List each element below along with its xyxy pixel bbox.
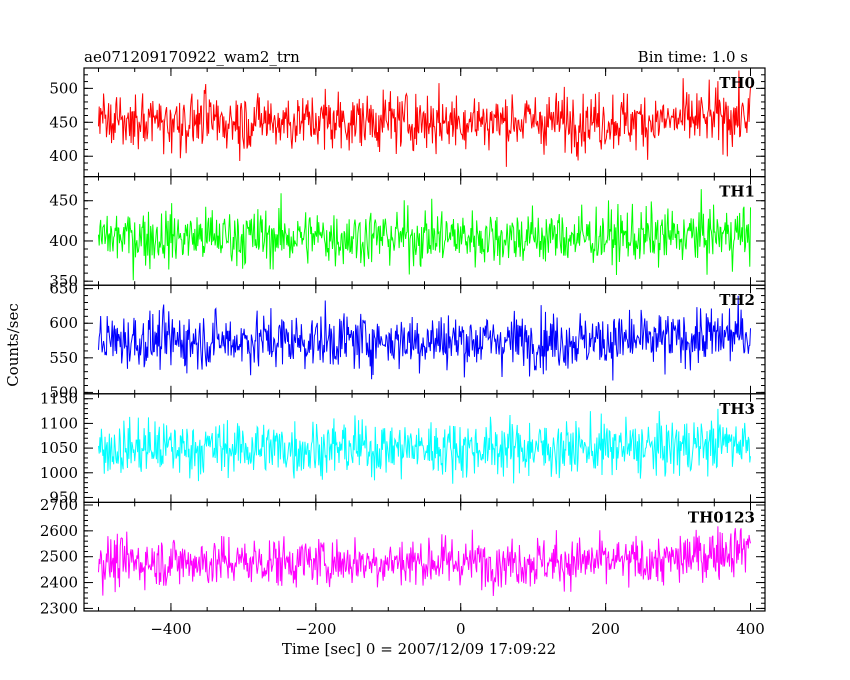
panel-th1: 350 400 450 TH1: [49, 176, 766, 290]
x-tick-label: −400: [150, 620, 191, 638]
y-tick-label: 2600: [40, 522, 78, 540]
y-tick-label: 1050: [40, 439, 78, 457]
y-tick-label: 2400: [40, 574, 78, 592]
y-tick-label: 500: [49, 383, 78, 401]
y-tick-label: 350: [49, 272, 78, 290]
y-tick-label: 500: [49, 79, 78, 97]
y-tick-label: 1100: [40, 414, 78, 432]
panel-th0123: 2300 2400 2500 2600 2700 TH0123: [40, 496, 766, 617]
x-tick-label: 0: [456, 620, 466, 638]
series-line-th3: [97, 408, 752, 484]
panel-label-th1: TH1: [719, 183, 755, 201]
x-tick-label: 400: [736, 620, 765, 638]
panel-label-th2: TH2: [719, 291, 755, 309]
series-line-th1: [97, 189, 752, 281]
y-tick-label: 400: [49, 147, 78, 165]
bin-time-label: Bin time: 1.0 s: [638, 48, 748, 66]
x-axis-label: Time [sec] 0 = 2007/12/09 17:09:22: [282, 640, 556, 658]
y-tick-label: 950: [49, 488, 78, 506]
y-axis-label: Counts/sec: [4, 303, 22, 387]
panels: 400 450 500 TH0 350 400 450 TH1 500 550 600 650 TH2 9…: [40, 67, 766, 617]
y-tick-label: 2300: [40, 599, 78, 617]
chart-title: ae071209170922_wam2_trn: [84, 48, 300, 66]
y-tick-label: 400: [49, 232, 78, 250]
x-tick-label: 200: [591, 620, 620, 638]
panel-th3: 950 1000 1050 1100 1150 TH3: [40, 390, 766, 506]
x-axis: −400 −200 0 200 400: [150, 620, 764, 638]
panel-th2: 500 550 600 650 TH2: [49, 280, 766, 401]
panel-th0: 400 450 500 TH0: [49, 67, 766, 178]
y-tick-label: 450: [49, 192, 78, 210]
y-tick-label: 600: [49, 314, 78, 332]
series-line-th0123: [97, 526, 751, 596]
panel-label-th0123: TH0123: [688, 508, 755, 526]
y-tick-label: 2500: [40, 548, 78, 566]
y-tick-label: 650: [49, 280, 78, 298]
y-tick-label: 550: [49, 349, 78, 367]
series-line-th0: [97, 70, 752, 167]
series-line-th2: [97, 295, 752, 381]
x-tick-label: −200: [295, 620, 336, 638]
y-tick-label: 1000: [40, 464, 78, 482]
y-tick-label: 1150: [40, 390, 78, 408]
panel-label-th3: TH3: [719, 400, 755, 418]
panel-label-th0: TH0: [719, 74, 755, 92]
y-tick-label: 2700: [40, 496, 78, 514]
y-tick-label: 450: [49, 113, 78, 131]
